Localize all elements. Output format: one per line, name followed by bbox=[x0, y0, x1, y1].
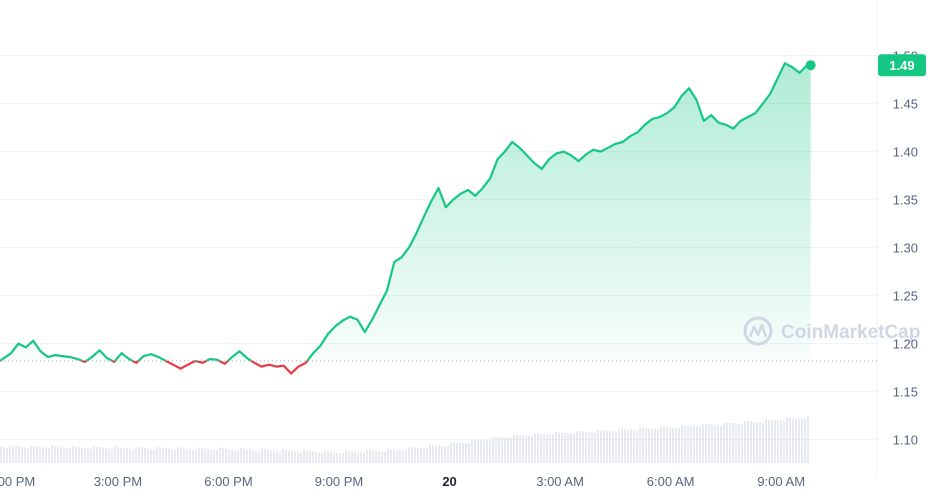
x-tick-label: 20 bbox=[442, 474, 456, 489]
y-tick-label: 1.30 bbox=[893, 241, 918, 256]
x-tick-label: 6:00 PM bbox=[204, 474, 252, 489]
x-tick-label: 3:00 AM bbox=[536, 474, 584, 489]
price-area-fill bbox=[0, 63, 811, 361]
x-tick-label: 12:00 PM bbox=[0, 474, 35, 489]
y-tick-label: 1.10 bbox=[893, 433, 918, 448]
price-line bbox=[0, 60, 816, 375]
x-tick-label: 6:00 AM bbox=[647, 474, 695, 489]
price-line-up bbox=[0, 62, 811, 361]
watermark-text: CoinMarketCap bbox=[781, 322, 920, 343]
y-tick-label: 1.45 bbox=[893, 97, 918, 112]
price-area bbox=[0, 63, 811, 361]
volume-bars bbox=[0, 415, 809, 463]
current-price-badge: 1.49 bbox=[878, 54, 926, 77]
y-tick-label: 1.15 bbox=[893, 385, 918, 400]
y-tick-label: 1.40 bbox=[893, 145, 918, 160]
price-badge-label: 1.49 bbox=[889, 58, 914, 73]
y-tick-label: 1.25 bbox=[893, 289, 918, 304]
coinmarketcap-logo-icon bbox=[743, 316, 773, 346]
price-badge-bg bbox=[878, 54, 926, 77]
y-tick-label: 1.20 bbox=[893, 337, 918, 352]
x-axis: 12:00 PM 3:00 PM 6:00 PM 9:00 PM 20 3:00 AM 6:… bbox=[0, 474, 805, 489]
y-tick-label: 1.35 bbox=[893, 193, 918, 208]
x-tick-label: 9:00 AM bbox=[757, 474, 805, 489]
x-tick-label: 3:00 PM bbox=[94, 474, 142, 489]
current-price-dot bbox=[805, 60, 816, 71]
y-axis: 1.101.151.201.251.301.351.401.451.50 bbox=[893, 49, 918, 448]
coinmarketcap-watermark: CoinMarketCap bbox=[743, 316, 920, 346]
x-tick-label: 9:00 PM bbox=[315, 474, 363, 489]
